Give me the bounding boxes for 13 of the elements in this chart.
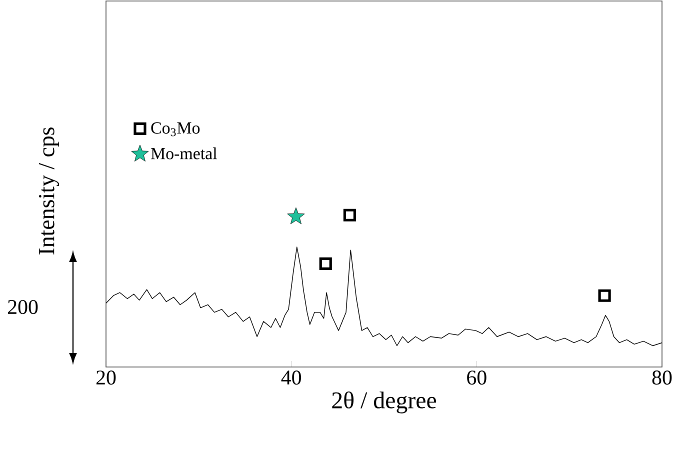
text: 200 <box>8 300 38 314</box>
x-tick-label: 20 <box>96 370 116 385</box>
x-tick-label: 80 <box>652 370 672 385</box>
legend-label: Co$_{3}$Mo <box>151 122 200 136</box>
point <box>319 257 332 270</box>
point <box>598 289 611 302</box>
point <box>287 207 305 224</box>
x-tick-label: 40 <box>281 370 302 385</box>
x-axis-title: 2θ / degree <box>332 391 436 414</box>
x-tick-label: 60 <box>467 370 486 385</box>
legend-label: Mo-metal <box>151 147 217 160</box>
y-axis-title: Intensity / cps <box>38 128 60 254</box>
point <box>343 208 356 222</box>
